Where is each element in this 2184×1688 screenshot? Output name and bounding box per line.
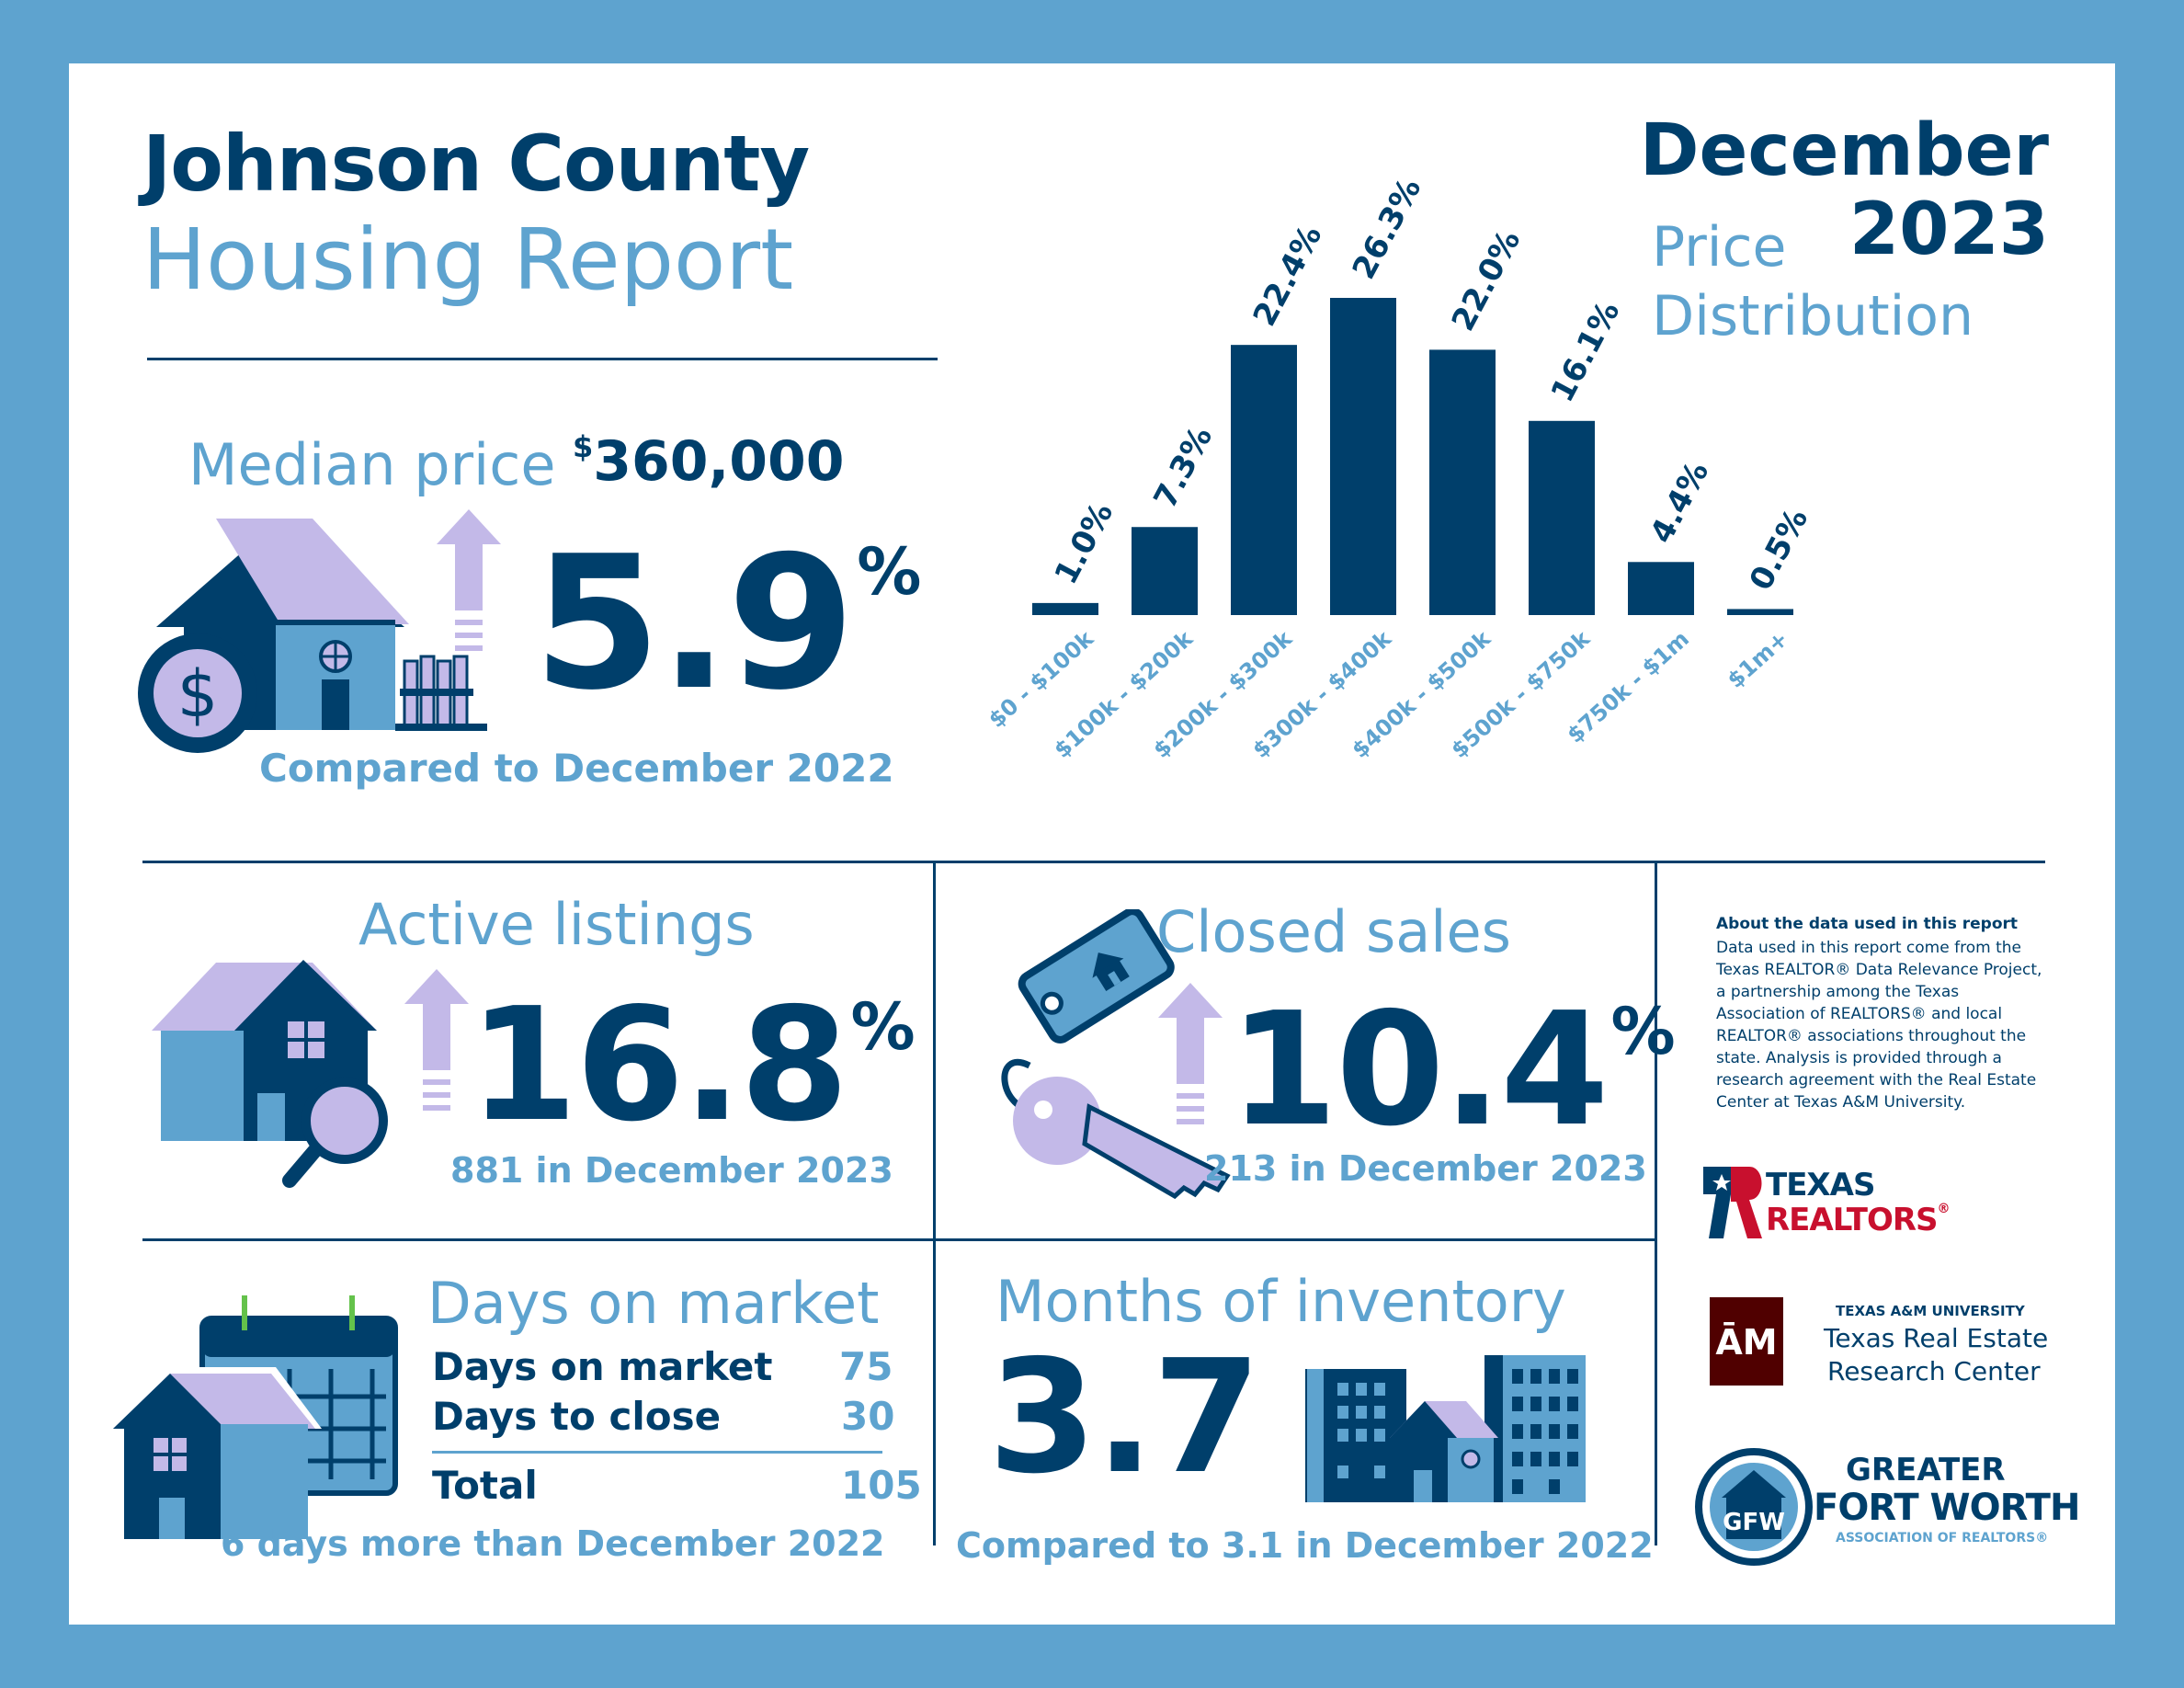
bar [1231, 345, 1297, 615]
title-divider [147, 358, 938, 360]
bar-category-label: $1m+ [1723, 626, 1793, 693]
up-arrow-icon-active [404, 969, 469, 1111]
bar-value-label: 22.4% [1246, 219, 1330, 332]
bar [1429, 349, 1496, 615]
median-price-value: $360,000 [573, 429, 845, 494]
bar-value-label: 1.0% [1048, 496, 1121, 590]
tamu-mark-icon: ĀM [1715, 1322, 1777, 1363]
gfw-mark: GFW [1723, 1509, 1785, 1536]
report-year: 2023 [1848, 188, 2049, 271]
about-line: Center at Texas A&M University. [1716, 1093, 1966, 1112]
median-currency: $ [573, 429, 594, 464]
dom-note: 6 days more than December 2022 [221, 1523, 885, 1564]
gfw-line1: GREATER [1846, 1452, 2006, 1488]
about-line: Association of REALTORS® and local [1716, 1005, 2003, 1023]
bar-value-label: 0.5% [1743, 503, 1816, 597]
bar [1529, 420, 1595, 615]
svg-text:ĀM: ĀM [1715, 1322, 1777, 1363]
bar [1330, 298, 1396, 615]
closed-change: 10.4% [1229, 992, 1676, 1148]
closed-sales-label: Closed sales [1156, 898, 1511, 965]
about-body: Data used in this report come from the T… [1716, 937, 2084, 1113]
dom-row-2-label: Days to close [432, 1394, 722, 1439]
report-subtitle: Housing Report [142, 211, 794, 309]
bar-value-label: 26.3% [1346, 172, 1429, 285]
gfw-line2: FORT WORTH [1814, 1487, 2080, 1529]
column-divider-2 [1655, 861, 1657, 1545]
texas-realtors-mark: ® [1937, 1202, 1951, 1216]
tamu-logo-box: ĀM [1710, 1297, 1783, 1386]
column-divider-1 [933, 861, 936, 1545]
buildings-icon [1305, 1355, 1586, 1502]
report-month: December [1639, 109, 2049, 192]
inventory-note: Compared to 3.1 in December 2022 [956, 1525, 1654, 1566]
bar-value-label: 16.1% [1544, 295, 1628, 408]
median-compared: Compared to December 2022 [259, 746, 894, 791]
active-change: 16.8% [469, 987, 916, 1144]
median-price-label: Median price [188, 431, 556, 498]
chart-title-line2: Distribution [1652, 284, 1974, 348]
dom-label: Days on market [427, 1270, 880, 1337]
about-line: a partnership among the Texas [1716, 983, 1960, 1001]
texas-realtors-word: REALTORS [1766, 1202, 1939, 1238]
tamu-line2: Research Center [1827, 1356, 2041, 1386]
bar [1132, 527, 1198, 615]
dom-row-1-label: Days on market [432, 1344, 773, 1389]
closed-note: 213 in December 2023 [1204, 1148, 1647, 1189]
county-title: Johnson County [142, 119, 810, 209]
section-divider-mid [142, 1238, 1655, 1241]
median-change: 5.9% [533, 532, 921, 716]
tamu-small: TEXAS A&M UNIVERSITY [1836, 1303, 2025, 1319]
tamu-line1: Texas Real Estate [1824, 1323, 2049, 1353]
dom-total-divider [432, 1451, 882, 1454]
about-line: Texas REALTOR® Data Relevance Project, [1716, 961, 2042, 979]
up-arrow-icon-closed [1158, 983, 1223, 1124]
active-note: 881 in December 2023 [450, 1150, 893, 1191]
about-line: research agreement with the Real Estate [1716, 1071, 2037, 1089]
bar-value-label: 4.4% [1644, 455, 1717, 549]
bar-value-label: 22.0% [1445, 224, 1529, 337]
svg-text:$: $ [177, 656, 219, 732]
gfw-logo-icon: GFW [1695, 1448, 1813, 1566]
closed-change-unit: % [1610, 994, 1675, 1069]
calendar-house-icon [106, 1295, 398, 1539]
key-tag-icon [1001, 909, 1231, 1200]
dom-total-label: Total [432, 1463, 538, 1508]
texas-realtors-line2: REALTORS® [1766, 1202, 1951, 1238]
closed-change-value: 10.4 [1229, 979, 1609, 1161]
median-change-unit: % [857, 534, 921, 610]
inventory-value: 3.7 [988, 1327, 1261, 1509]
median-amount: 360,000 [593, 429, 845, 494]
bar [1727, 609, 1793, 615]
active-listings-label: Active listings [358, 891, 755, 958]
about-line: state. Analysis is provided through a [1716, 1049, 2002, 1067]
texas-realtors-logo-icon [1703, 1167, 1762, 1238]
gfw-line3: ASSOCIATION OF REALTORS® [1836, 1531, 2049, 1545]
about-line: Data used in this report come from the [1716, 939, 2021, 957]
bar-value-label: 7.3% [1147, 420, 1221, 514]
section-divider-top [142, 861, 2045, 863]
dom-row-2-value: 30 [841, 1394, 895, 1439]
about-heading: About the data used in this report [1716, 915, 2019, 933]
chart-title-line1: Price [1652, 215, 1787, 279]
house-search-icon [152, 960, 388, 1188]
bar [1628, 562, 1694, 615]
median-change-value: 5.9 [533, 517, 855, 731]
bar [1032, 602, 1098, 615]
house-money-icon: $ [138, 519, 487, 753]
dom-row-1-value: 75 [839, 1344, 893, 1389]
active-change-value: 16.8 [469, 975, 848, 1157]
up-arrow-icon [437, 509, 501, 651]
inventory-label: Months of inventory [995, 1268, 1566, 1335]
texas-realtors-line1: TEXAS [1766, 1167, 1875, 1203]
report-card: Johnson County Housing Report December 2… [69, 63, 2115, 1625]
dom-total-value: 105 [841, 1463, 922, 1508]
active-change-unit: % [850, 989, 915, 1065]
about-line: REALTOR® associations throughout the [1716, 1027, 2027, 1045]
